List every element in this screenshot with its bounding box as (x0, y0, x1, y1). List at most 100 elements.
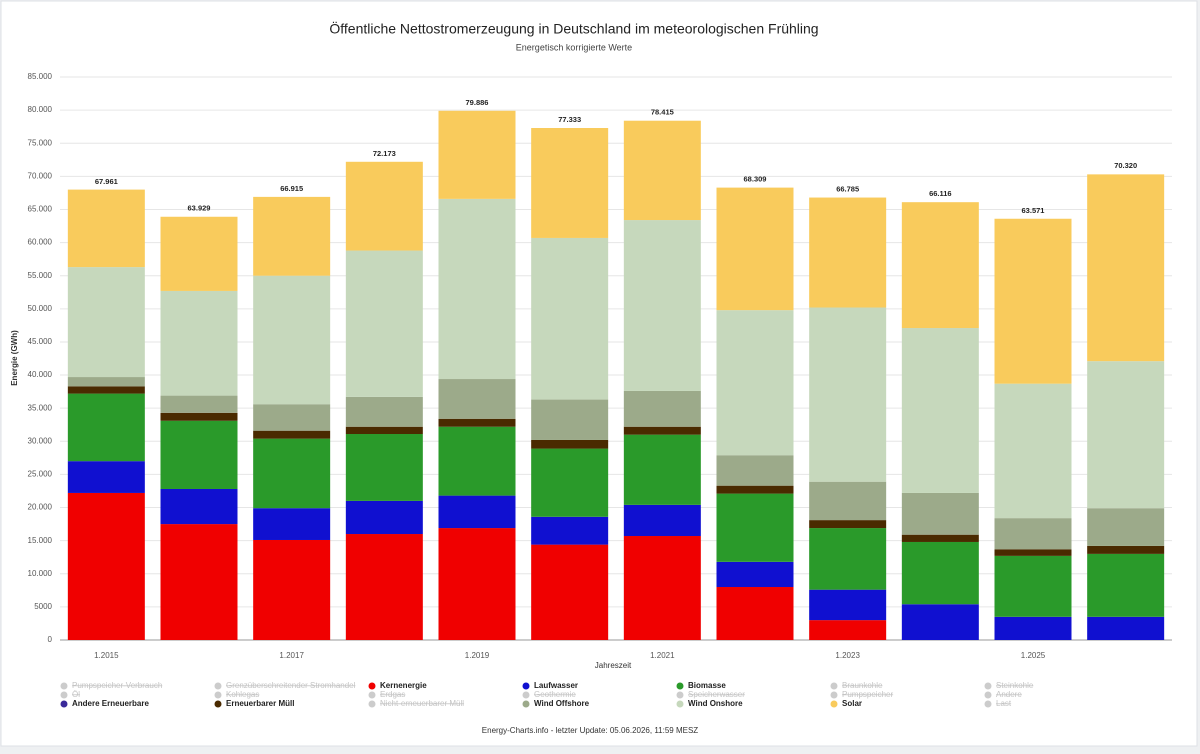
legend-marker (60, 700, 68, 708)
bar-segment (160, 216, 238, 291)
bar-segment (531, 237, 609, 400)
bar-segment (345, 434, 423, 501)
bar-segment (994, 616, 1072, 640)
bar-segment (345, 426, 423, 435)
legend-label: Pumpspeicher-Verbrauch (72, 681, 162, 690)
bar-segment (67, 492, 145, 640)
x-tick-label: 1.2015 (94, 651, 119, 660)
y-tick-label: 25.000 (28, 470, 53, 479)
legend-item[interactable]: Kohlegas (214, 690, 260, 699)
legend-item[interactable]: Braunkohle (830, 681, 884, 690)
legend-marker (522, 691, 530, 699)
y-tick-label: 5000 (34, 602, 52, 611)
bar-segment (438, 110, 516, 199)
total-label: 63.929 (188, 204, 211, 213)
legend-marker (60, 691, 68, 699)
legend-label: Laufwasser (534, 681, 578, 690)
total-label: 66.915 (280, 184, 303, 193)
bar-segment (623, 390, 701, 427)
bar-segment (531, 128, 609, 238)
legend-item[interactable]: Erneuerbarer Müll (214, 699, 295, 708)
x-axis-title: Jahreszeit (595, 661, 632, 670)
y-tick-label: 50.000 (28, 304, 53, 313)
bar-segment (994, 218, 1072, 384)
legend-item[interactable]: Solar (830, 699, 863, 708)
y-tick-label: 70.000 (28, 171, 53, 180)
legend-item[interactable]: Pumpspeicher (830, 690, 894, 699)
legend-label: Steinkohle (996, 681, 1034, 690)
y-tick-label: 0 (48, 635, 53, 644)
legend-marker (522, 682, 530, 690)
y-tick-label: 80.000 (28, 105, 53, 114)
legend-label: Last (996, 699, 1012, 708)
bar-segment (160, 290, 238, 396)
x-tick-label: 1.2019 (465, 651, 490, 660)
legend-item[interactable]: Biomasse (676, 681, 727, 690)
bar-segment (345, 500, 423, 535)
bar-segment (901, 604, 979, 640)
bar-segment (438, 528, 516, 640)
total-label: 79.886 (466, 98, 489, 107)
bar-segment (716, 310, 794, 456)
bar-segment (253, 430, 331, 439)
y-tick-label: 75.000 (28, 138, 53, 147)
bar-segment (67, 377, 145, 387)
legend-item[interactable]: Öl (60, 690, 81, 699)
legend-item[interactable]: Erdgas (368, 690, 406, 699)
bar-segment (716, 187, 794, 311)
y-tick-label: 45.000 (28, 337, 53, 346)
legend-label: Grenzüberschreitender Stromhandel (226, 681, 356, 690)
legend-item[interactable]: Steinkohle (984, 681, 1034, 690)
bar-segment (531, 544, 609, 640)
legend-label: Wind Onshore (688, 699, 743, 708)
bar-segment (809, 528, 887, 590)
bar-segment (1087, 553, 1165, 617)
legend-item[interactable]: Laufwasser (522, 681, 579, 690)
bar-segment (901, 202, 979, 329)
legend-item[interactable]: Andere (984, 690, 1023, 699)
legend-item[interactable]: Last (984, 699, 1012, 708)
bar-segment (716, 455, 794, 486)
legend-item[interactable]: Pumpspeicher-Verbrauch (60, 681, 163, 690)
legend-item[interactable]: Grenzüberschreitender Stromhandel (214, 681, 356, 690)
bar-segment (253, 508, 331, 540)
bar-segment (345, 396, 423, 427)
bar-segment (994, 383, 1072, 519)
y-tick-label: 10.000 (28, 569, 53, 578)
bar-segment (1087, 508, 1165, 546)
legend-item[interactable]: Speicherwasser (676, 690, 746, 699)
legend-label: Biomasse (688, 681, 726, 690)
total-label: 72.173 (373, 149, 396, 158)
y-tick-label: 55.000 (28, 271, 53, 280)
y-tick-label: 35.000 (28, 403, 53, 412)
legend-label: Pumpspeicher (842, 690, 893, 699)
legend-label: Erdgas (380, 690, 405, 699)
bar-segment (809, 520, 887, 529)
total-label: 63.571 (1022, 206, 1045, 215)
y-tick-label: 30.000 (28, 436, 53, 445)
bar-segment (716, 485, 794, 494)
bar-segment (253, 539, 331, 640)
bar-segment (160, 524, 238, 640)
legend-label: Erneuerbarer Müll (226, 699, 294, 708)
x-tick-label: 1.2025 (1021, 651, 1046, 660)
legend-item[interactable]: Wind Offshore (522, 699, 590, 708)
total-label: 67.961 (95, 177, 118, 186)
legend-marker (984, 682, 992, 690)
legend-marker (60, 682, 68, 690)
bar-segment (1087, 174, 1165, 362)
bar-segment (809, 589, 887, 621)
bar-segment (901, 534, 979, 542)
legend-label: Geothermie (534, 690, 576, 699)
legend-item[interactable]: Wind Onshore (676, 699, 744, 708)
legend-marker (368, 700, 376, 708)
legend-item[interactable]: Nicht-erneuerbarer Müll (368, 699, 465, 708)
legend-item[interactable]: Andere Erneuerbare (60, 699, 150, 708)
legend-marker (984, 700, 992, 708)
legend-item[interactable]: Geothermie (522, 690, 577, 699)
bar-segment (67, 267, 145, 378)
bar-segment (253, 196, 331, 276)
legend-item[interactable]: Kernenergie (368, 681, 428, 690)
